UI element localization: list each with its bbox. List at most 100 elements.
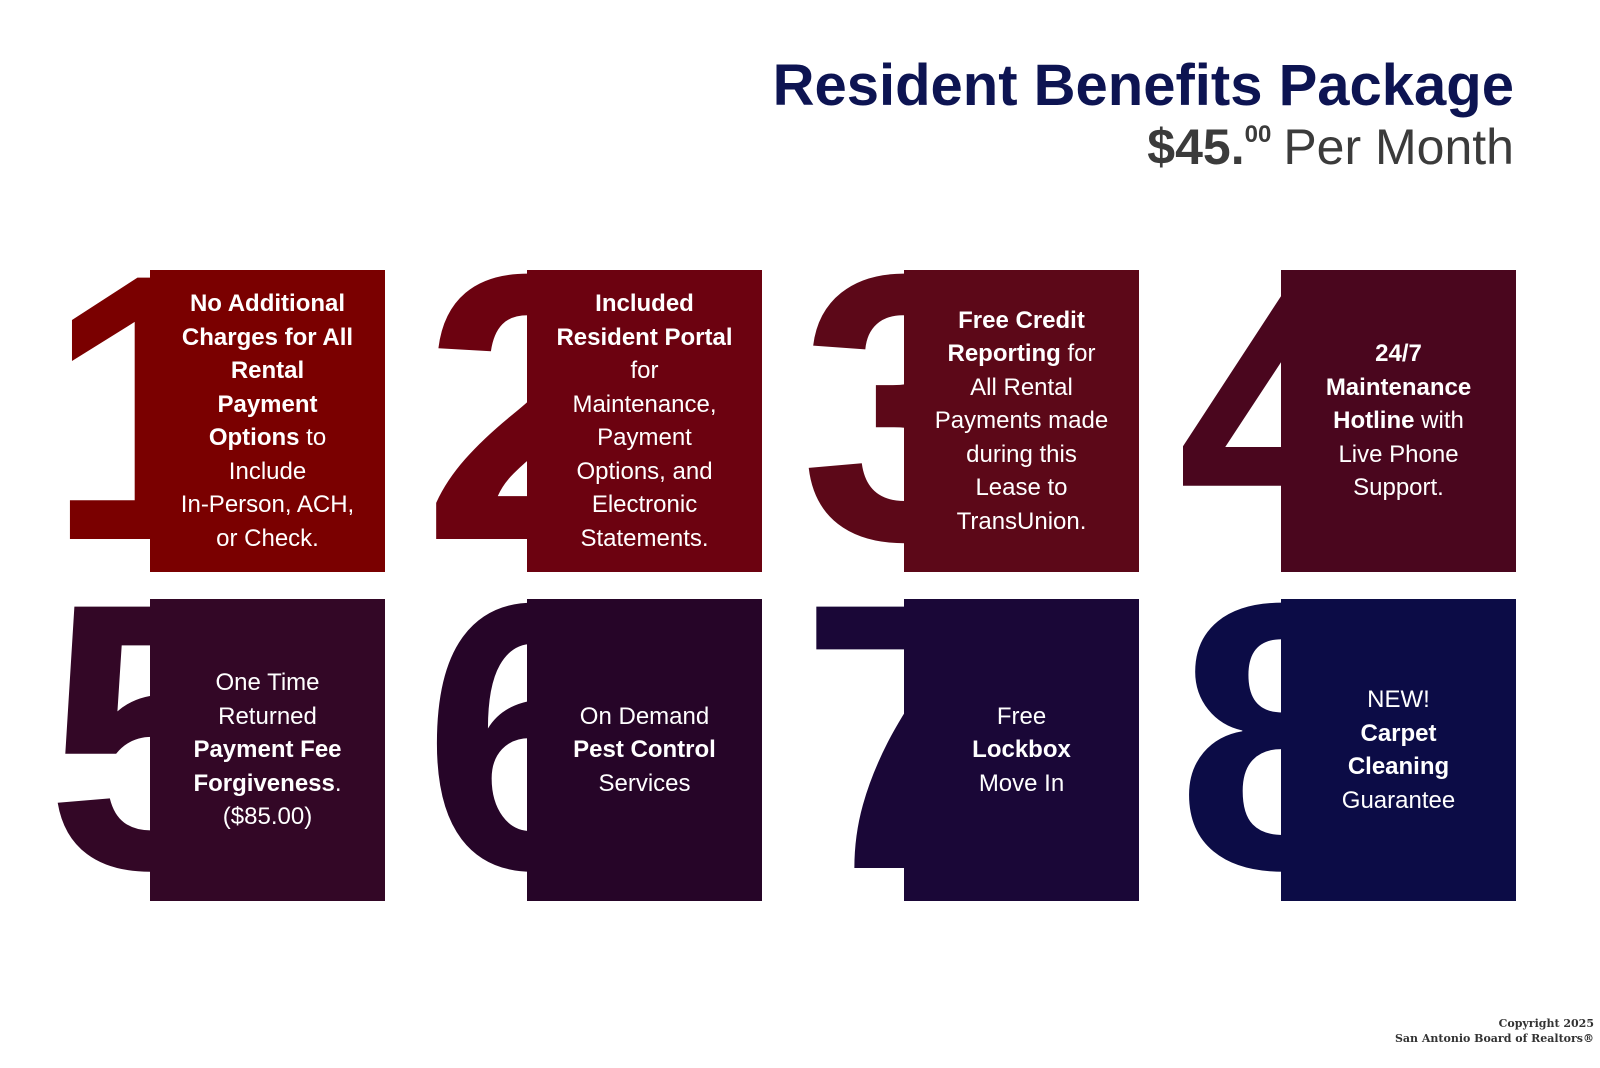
benefit-card: 2IncludedResident PortalforMaintenance,P… [429, 270, 762, 572]
card-line: NEW! [1367, 683, 1430, 717]
text: Include [228, 457, 307, 485]
text: Returned [218, 702, 317, 730]
bold-text: Pest Control [573, 736, 716, 764]
card-line: Options, and [576, 455, 712, 489]
card-line: Lease to [975, 471, 1067, 505]
text: Payment [597, 424, 692, 451]
card-line: Guarantee [1342, 784, 1455, 818]
card-line: Payment [217, 388, 317, 422]
card-line: Live Phone [1338, 438, 1458, 472]
price-main: $45. [1147, 119, 1245, 175]
card-box: Free Credit Reporting for All Rental Paymen… [904, 270, 1139, 572]
card-line: Options to [209, 421, 326, 455]
card-line: Payment [597, 421, 692, 455]
text: with [1414, 407, 1464, 435]
bold-text: No Additional [189, 290, 346, 317]
text: during this [966, 440, 1077, 468]
text: Move In [978, 769, 1065, 797]
card-line: Hotline with [1333, 404, 1464, 438]
bold-text: Carpet [1360, 719, 1437, 747]
text: Free [996, 702, 1047, 730]
bold-text: Resident Portal [556, 323, 733, 351]
card-line: Free [997, 700, 1046, 734]
bold-text: 24/7 [1375, 340, 1422, 368]
text: TransUnion. [956, 507, 1087, 535]
text: for [1060, 340, 1096, 368]
card-box: On Demand Pest Control Services [527, 599, 762, 901]
card-box: 24/7 Maintenance Hotline with Live Phone Sup… [1281, 270, 1516, 572]
price-cents: 00 [1244, 121, 1272, 148]
card-line: TransUnion. [957, 505, 1087, 539]
card-line: for [630, 354, 658, 388]
bold-text: Charges for All [181, 323, 354, 351]
card-line: Forgiveness. [193, 767, 341, 801]
card-line: Maintenance [1326, 371, 1471, 405]
bold-text: Options [208, 424, 300, 451]
title: Resident Benefits Package [772, 53, 1514, 118]
bold-text: Maintenance [1325, 373, 1472, 401]
card-line: Charges for All [182, 321, 353, 355]
text: . [334, 769, 342, 797]
card-line: One Time [215, 666, 319, 700]
card-line: Electronic [592, 488, 697, 522]
card-line: 24/7 [1375, 337, 1422, 371]
text: Guarantee [1341, 786, 1456, 814]
text: ($85.00) [222, 803, 313, 831]
card-box: One Time Returned Payment Fee Forgiveness.(… [150, 599, 385, 901]
copyright-owner: San Antonio Board of Realtors® [1394, 1032, 1594, 1045]
card-line: Returned [218, 700, 317, 734]
card-line: No Additional [190, 287, 345, 321]
card-line: Payment Fee [193, 733, 341, 767]
text: or Check. [216, 524, 319, 552]
card-line: Reporting for [947, 337, 1095, 371]
card-line: Support. [1353, 471, 1444, 505]
card-line: Lockbox [972, 733, 1071, 767]
card-line: Maintenance, [572, 388, 716, 422]
text: In-Person, ACH, [180, 491, 355, 518]
card-line: Statements. [580, 522, 708, 556]
text: All Rental [970, 373, 1073, 401]
card-line: Resident Portal [556, 321, 732, 355]
card-box: NEW! Carpet Cleaning Guarantee [1281, 599, 1516, 901]
card-line: Included [595, 287, 694, 321]
card-line: ($85.00) [223, 800, 312, 834]
bold-text: Forgiveness [193, 769, 335, 797]
bold-text: Payment [217, 390, 318, 418]
card-line: Cleaning [1348, 750, 1449, 784]
card-box: Free Lockbox Move In [904, 599, 1139, 901]
text: for [630, 357, 659, 384]
bold-text: Lockbox [972, 736, 1071, 764]
text: Electronic [591, 491, 698, 518]
bold-text: Hotline [1333, 407, 1415, 435]
card-line: Carpet [1360, 717, 1436, 751]
text: On Demand [579, 702, 710, 730]
card-line: On Demand [580, 700, 709, 734]
bold-text: Reporting [947, 340, 1061, 368]
text: Statements. [580, 524, 709, 552]
text: Payments made [934, 407, 1109, 435]
text: NEW! [1367, 686, 1430, 713]
price-period: Per Month [1283, 119, 1514, 175]
bold-text: Included [595, 290, 694, 317]
text: Live Phone [1338, 440, 1459, 468]
card-line: Free Credit [958, 304, 1085, 338]
text: to [299, 424, 327, 451]
card-line: All Rental [970, 371, 1073, 405]
card-line: Move In [979, 767, 1064, 801]
bold-text: Free Credit [958, 306, 1085, 334]
card-line: Include [229, 455, 306, 489]
text: Support. [1353, 474, 1444, 502]
text: Services [598, 769, 691, 797]
card-line: Payments made [935, 404, 1108, 438]
card-line: Rental [231, 354, 304, 388]
card-line: In-Person, ACH, [181, 488, 354, 522]
card-line: or Check. [216, 522, 319, 556]
card-line: Pest Control [573, 733, 716, 767]
